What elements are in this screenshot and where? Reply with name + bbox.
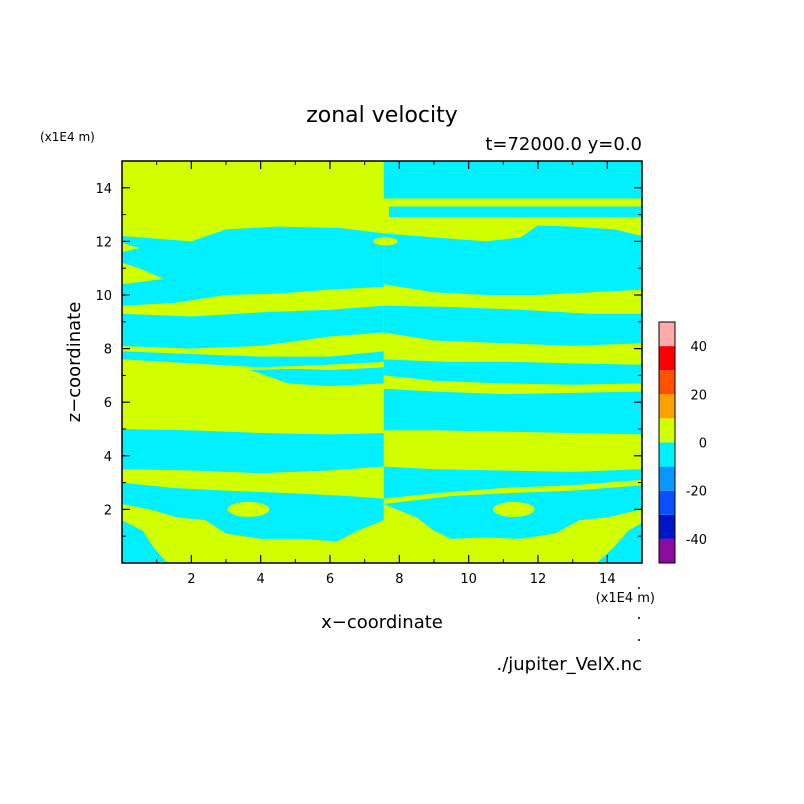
negative-region xyxy=(122,305,384,349)
x-tick-label: 10 xyxy=(460,572,477,587)
colorbar-segment xyxy=(659,346,675,371)
colorbar: -40 -20 0 20 40 xyxy=(658,321,707,564)
plot-area xyxy=(122,161,642,563)
negative-region xyxy=(383,305,642,346)
colorbar-segment xyxy=(659,394,675,419)
y-axis-ticks: 2 4 6 8 10 12 14 xyxy=(95,160,642,537)
y-tick-label: 14 xyxy=(95,182,112,197)
colorbar-segment xyxy=(659,466,675,491)
chart-title: zonal velocity xyxy=(306,103,458,128)
source-label: ./jupiter_VelX.nc xyxy=(496,654,642,675)
y-tick-label: 12 xyxy=(95,235,112,250)
negative-region xyxy=(122,226,384,306)
positive-island xyxy=(373,237,398,246)
stray-dot xyxy=(638,639,640,641)
colorbar-tick-label: -20 xyxy=(686,485,707,500)
x-tick-label: 4 xyxy=(257,572,265,587)
negative-region xyxy=(383,225,642,295)
y-tick-label: 2 xyxy=(104,503,112,518)
stray-marks xyxy=(638,587,640,641)
colorbar-segment xyxy=(659,538,675,563)
x-tick-label: 2 xyxy=(187,572,195,587)
x-tick-label: 12 xyxy=(530,572,547,587)
negative-region xyxy=(122,351,384,368)
x-tick-label: 6 xyxy=(326,572,334,587)
y-tick-label: 10 xyxy=(95,289,112,304)
negative-region xyxy=(250,367,384,387)
stray-dot xyxy=(638,617,640,619)
colorbar-segment xyxy=(659,322,675,347)
colorbar-segment xyxy=(659,418,675,443)
y-tick-label: 8 xyxy=(104,343,112,358)
colorbar-frame xyxy=(658,321,676,564)
chart-subtitle: t=72000.0 y=0.0 xyxy=(485,134,642,155)
y-tick-label: 4 xyxy=(104,450,112,465)
x-axis-label: x−coordinate xyxy=(321,612,443,633)
negative-region xyxy=(388,206,642,218)
negative-region xyxy=(383,161,642,199)
x-axis-ticks: 2 4 6 8 10 12 14 xyxy=(156,161,643,587)
colorbar-segment xyxy=(659,514,675,539)
negative-region xyxy=(122,520,168,563)
colorbar-segment xyxy=(659,490,675,515)
x-tick-label: 8 xyxy=(395,572,403,587)
colorbar-tick-label: 20 xyxy=(690,388,707,403)
negative-regions xyxy=(122,161,642,563)
colorbar-segment xyxy=(659,442,675,467)
y-tick-label: 6 xyxy=(104,396,112,411)
colorbar-segment xyxy=(659,370,675,395)
positive-island xyxy=(227,501,270,517)
negative-region xyxy=(122,429,384,474)
negative-region xyxy=(596,522,642,563)
y-unit-label: (x1E4 m) xyxy=(40,130,95,144)
colorbar-tick-label: 0 xyxy=(699,437,707,452)
colorbar-tick-label: -40 xyxy=(686,533,707,548)
plot-frame xyxy=(121,160,643,564)
negative-region xyxy=(383,359,642,385)
colorbar-tick-label: 40 xyxy=(690,340,707,355)
negative-region xyxy=(383,388,642,435)
stray-dot xyxy=(638,587,640,589)
negative-region xyxy=(383,466,642,499)
x-tick-label: 14 xyxy=(599,572,616,587)
positive-island xyxy=(492,501,535,517)
y-axis-label: z−coordinate xyxy=(64,302,85,423)
x-unit-label: (x1E4 m) xyxy=(596,591,655,606)
